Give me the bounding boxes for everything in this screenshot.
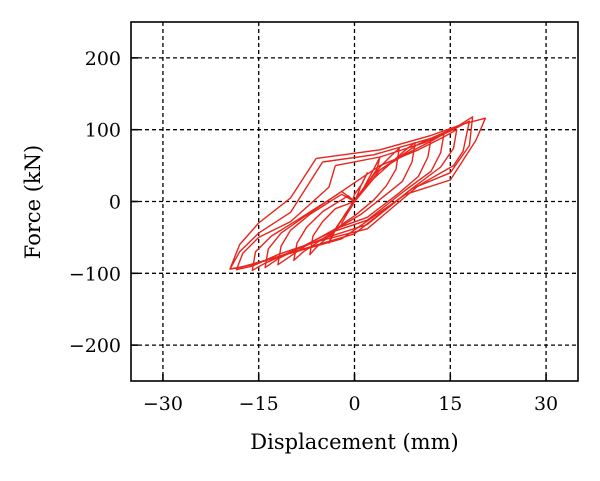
y-tick-label: 200	[85, 48, 121, 70]
hysteresis-loop-1	[341, 172, 368, 224]
y-axis-title: Force (kN)	[21, 145, 45, 259]
y-tick-labels: −200 −100 0 100 200	[69, 48, 121, 357]
grid-lines	[131, 22, 578, 381]
x-tick-label: 15	[438, 393, 462, 415]
hysteresis-loop-9	[229, 116, 474, 270]
y-tick-label: −100	[69, 263, 121, 285]
y-tick-label: 0	[109, 192, 121, 214]
hysteresis-loop-3	[309, 147, 400, 256]
y-tick-label: 100	[85, 120, 121, 142]
x-tick-label: −30	[143, 393, 183, 415]
x-tick-label: 30	[534, 393, 558, 415]
hysteresis-loop-10	[229, 117, 487, 270]
hysteresis-loop-2	[328, 156, 381, 244]
hysteresis-loop-8	[235, 120, 471, 271]
x-tick-label: 0	[348, 393, 360, 415]
hysteresis-loop-7	[251, 128, 458, 272]
x-axis-title: Displacement (mm)	[250, 430, 458, 454]
hysteresis-loop-6	[264, 133, 445, 269]
axis-ticks	[131, 57, 547, 381]
x-tick-label: −15	[239, 393, 279, 415]
y-tick-label: −200	[69, 335, 121, 357]
x-tick-labels: −30 −15 0 15 30	[143, 393, 558, 415]
data-series	[229, 116, 487, 272]
hysteresis-loop-4	[293, 141, 416, 262]
